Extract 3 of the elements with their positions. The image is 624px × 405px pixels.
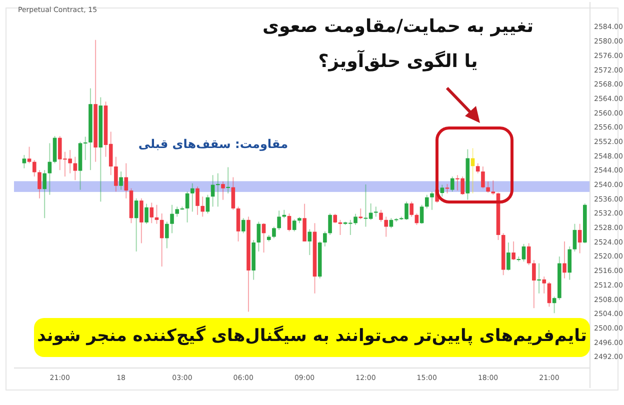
annotation: تغییر به حمایت/مقاومت صعوی یا الگوی حلق‌آویز؟: [262, 16, 534, 72]
annotation: تایم‌فریم‌های پایین‌تر می‌توانند به سیگنال‌های گیج‌کننده منجر شوند: [37, 325, 587, 346]
band-label: مقاومت: سقف‌های قبلی: [138, 137, 288, 151]
